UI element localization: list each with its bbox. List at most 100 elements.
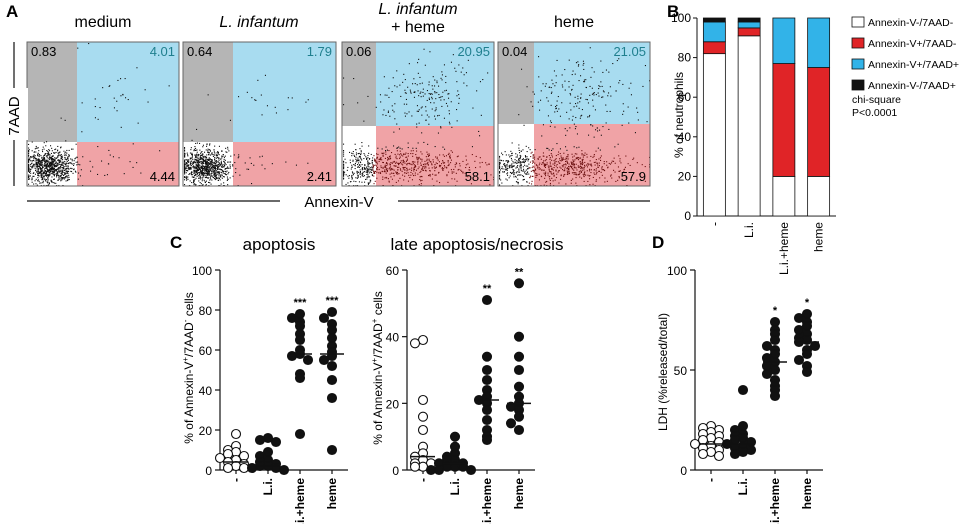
flow-event-dot [35, 145, 37, 147]
flow-event-dot [578, 159, 580, 161]
flow-event-dot [576, 174, 578, 176]
flow-event-dot [188, 161, 190, 163]
flow-event-dot [428, 167, 430, 169]
flow-event-dot [186, 152, 188, 154]
flow-event-dot [512, 169, 514, 171]
flow-event-dot [205, 156, 207, 158]
annotation-p-value: P<0.0001 [852, 107, 897, 119]
flow-event-dot [562, 169, 564, 171]
flow-event-dot [367, 95, 369, 97]
flow-event-dot [462, 171, 464, 173]
flow-event-dot [117, 79, 119, 81]
flow-event-dot [505, 178, 507, 180]
flow-event-dot [536, 174, 538, 176]
flow-event-dot [184, 159, 186, 161]
flow-event-dot [46, 164, 48, 166]
flow-event-dot [249, 157, 251, 159]
flow-event-dot [52, 163, 54, 165]
flow-event-dot [540, 175, 542, 177]
flow-event-dot [29, 164, 31, 166]
flow-event-dot [215, 165, 217, 167]
flow-event-dot [184, 155, 186, 157]
flow-event-dot [449, 157, 451, 159]
flow-event-dot [522, 166, 524, 168]
flow-event-dot [559, 160, 561, 162]
flow-event-dot [48, 174, 50, 176]
flow-event-dot [68, 174, 70, 176]
flow-event-dot [429, 93, 431, 95]
flow-event-dot [200, 171, 202, 173]
flow-event-dot [555, 108, 557, 110]
flow-event-dot [569, 127, 571, 129]
flow-event-dot [429, 161, 431, 163]
flow-event-dot [479, 157, 481, 159]
flow-event-dot [404, 153, 406, 155]
flow-event-dot [209, 168, 211, 170]
flow-event-dot [520, 163, 522, 165]
flow-event-dot [383, 152, 385, 154]
flow-event-dot [210, 163, 212, 165]
flow-event-dot [49, 171, 51, 173]
flow-event-dot [202, 163, 204, 165]
flow-event-dot [374, 160, 376, 162]
flow-event-dot [187, 160, 189, 162]
flow-event-dot [520, 169, 522, 171]
flow-event-dot [195, 159, 197, 161]
flow-event-dot [214, 167, 216, 169]
flow-event-dot [360, 162, 362, 164]
flow-event-dot [42, 166, 44, 168]
flow-event-dot [185, 166, 187, 168]
flow-event-dot [528, 173, 530, 175]
flow-event-dot [413, 91, 415, 93]
flow-event-dot [411, 164, 413, 166]
flow-event-dot [350, 168, 352, 170]
flow-event-dot [195, 161, 197, 163]
flow-event-dot [221, 155, 223, 157]
flow-event-dot [45, 166, 47, 168]
flow-event-dot [530, 101, 532, 103]
flow-event-dot [36, 170, 38, 172]
flow-event-dot [199, 182, 201, 184]
flow-event-dot [65, 169, 67, 171]
flow-event-dot [545, 171, 547, 173]
flow-event-dot [610, 95, 612, 97]
flow-event-dot [568, 81, 570, 83]
flow-event-dot [552, 163, 554, 165]
flow-event-dot [197, 157, 199, 159]
flow-event-dot [534, 149, 536, 151]
flow-plot-heme: 0.04 21.05 57.9 [497, 41, 651, 187]
flow-event-dot [551, 79, 553, 81]
y-label-part: cells [182, 292, 196, 319]
flow-event-dot [585, 87, 587, 89]
flow-event-dot [546, 147, 548, 149]
flow-event-dot [580, 171, 582, 173]
flow-event-dot [201, 157, 203, 159]
flow-event-dot [196, 174, 198, 176]
flow-event-dot [29, 158, 31, 160]
flow-event-dot [622, 103, 624, 105]
flow-event-dot [458, 168, 460, 170]
flow-event-dot [52, 171, 54, 173]
flow-event-dot [568, 171, 570, 173]
flow-event-dot [193, 166, 195, 168]
flow-event-dot [372, 167, 374, 169]
flow-event-dot [417, 157, 419, 159]
flow-event-dot [221, 174, 223, 176]
x-category-label: - [707, 222, 721, 226]
flow-event-dot [501, 160, 503, 162]
flow-event-dot [416, 150, 418, 152]
flow-event-dot [51, 147, 53, 149]
flow-event-dot [194, 158, 196, 160]
y-tick-label: 40 [199, 384, 213, 398]
flow-event-dot [380, 172, 382, 174]
flow-event-dot [598, 158, 600, 160]
flow-event-dot [213, 167, 215, 169]
flow-event-dot [589, 160, 591, 162]
flow-event-dot [50, 171, 52, 173]
x-category-label: heme [512, 478, 526, 510]
flow-event-dot [61, 162, 63, 164]
flow-event-dot [188, 165, 190, 167]
flow-event-dot [402, 162, 404, 164]
flow-event-dot [60, 147, 62, 149]
flow-event-dot [443, 155, 445, 157]
